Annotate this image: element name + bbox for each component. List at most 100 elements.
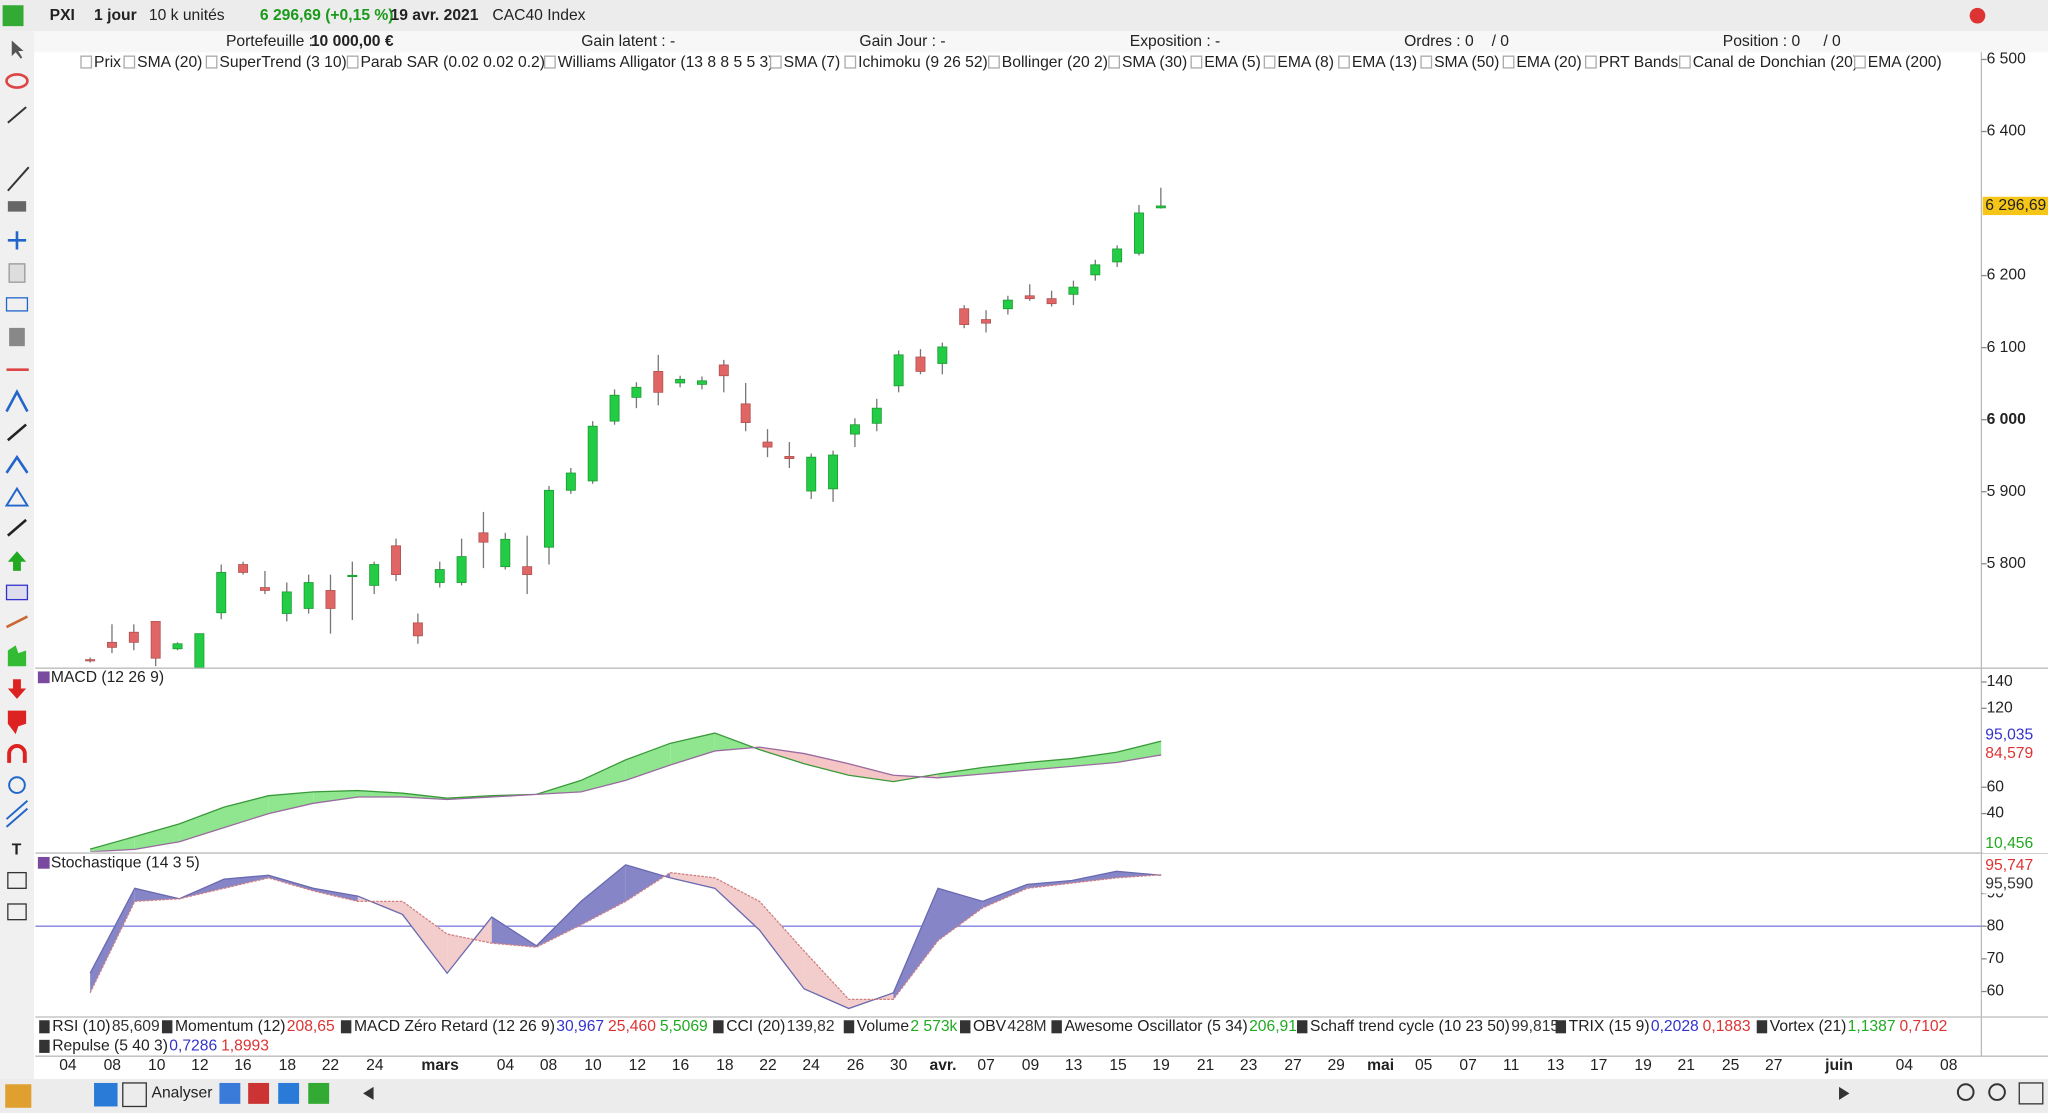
- layout[interactable]: [122, 1082, 147, 1108]
- fan-tool[interactable]: [5, 454, 29, 474]
- indicator-name[interactable]: SMA (30): [1122, 54, 1187, 71]
- indicator-checkbox[interactable]: [1854, 55, 1866, 69]
- scroll-right[interactable]: [1839, 1086, 1850, 1100]
- strip-name[interactable]: Momentum (12): [175, 1018, 285, 1035]
- tool[interactable]: [7, 201, 27, 212]
- indicator-checkbox[interactable]: [988, 55, 1000, 69]
- fit[interactable]: [2018, 1082, 2044, 1105]
- percent-tool[interactable]: [5, 584, 29, 601]
- indicator-checkbox[interactable]: [1584, 55, 1597, 69]
- indicator-name[interactable]: Williams Alligator (13 8 8 5 5 3): [558, 54, 774, 71]
- app-icon[interactable]: [2, 5, 24, 27]
- candle-body: [544, 489, 554, 548]
- pointer-tool[interactable]: [11, 40, 24, 59]
- strip-name[interactable]: TRIX (15 9): [1569, 1018, 1650, 1035]
- indicator-name[interactable]: SMA (20): [137, 54, 202, 71]
- delete-tool[interactable]: [9, 327, 25, 347]
- analyze-button[interactable]: Analyser: [152, 1085, 213, 1102]
- scroll-left[interactable]: [363, 1086, 374, 1100]
- tool-btn[interactable]: [308, 1082, 330, 1104]
- indicator-name[interactable]: Canal de Donchian (20): [1693, 54, 1858, 71]
- share[interactable]: [94, 1082, 118, 1107]
- indicator-name[interactable]: PRT Bands: [1599, 54, 1679, 71]
- pitchfork-tool[interactable]: [5, 800, 29, 828]
- indicator-checkbox[interactable]: [1679, 55, 1691, 69]
- indicator-name[interactable]: Prix: [94, 54, 121, 71]
- triangle-tool[interactable]: [4, 486, 30, 507]
- indicator-name[interactable]: EMA (8): [1277, 54, 1334, 71]
- text-tool[interactable]: T: [12, 842, 22, 859]
- strip-name[interactable]: Schaff trend cycle (10 23 50): [1310, 1018, 1510, 1035]
- strip-name[interactable]: OBV: [973, 1018, 1007, 1035]
- strip-name[interactable]: CCI (20): [726, 1018, 785, 1035]
- indicator-name[interactable]: EMA (13): [1352, 54, 1417, 71]
- copy-tool[interactable]: [8, 263, 26, 283]
- indicator-checkbox[interactable]: [205, 55, 218, 69]
- indicator-name[interactable]: Parab SAR (0.02 0.02 0.2): [360, 54, 545, 71]
- indicator-checkbox[interactable]: [1420, 55, 1433, 69]
- thumb-up[interactable]: [7, 645, 27, 667]
- zoom-in[interactable]: [1988, 1083, 2006, 1101]
- units[interactable]: 10 k unités: [149, 7, 225, 24]
- indicator-checkbox[interactable]: [123, 55, 136, 69]
- indicator-checkbox[interactable]: [1190, 55, 1203, 69]
- indicator-checkbox[interactable]: [543, 55, 556, 69]
- rotate-tool[interactable]: [8, 776, 26, 794]
- indicator-name[interactable]: EMA (5): [1204, 54, 1261, 71]
- buy-tool[interactable]: [7, 551, 27, 571]
- tool[interactable]: [7, 903, 27, 921]
- fib-tool[interactable]: [5, 389, 29, 413]
- strip-name[interactable]: Awesome Oscillator (5 34): [1064, 1018, 1247, 1035]
- ellipse-tool[interactable]: [5, 73, 29, 89]
- ordres-2: / 0: [1492, 33, 1510, 50]
- strip-name[interactable]: Repulse (5 40 3): [52, 1038, 168, 1055]
- candle-body: [347, 574, 358, 578]
- tool-btn[interactable]: [278, 1082, 300, 1104]
- indicator-line: [89, 864, 1162, 1010]
- move-tool[interactable]: [7, 231, 27, 250]
- indicator-name[interactable]: Ichimoku (9 26 52): [858, 54, 988, 71]
- tool-btn[interactable]: [248, 1082, 270, 1104]
- indicator-name[interactable]: EMA (200): [1868, 54, 1942, 71]
- line-tool[interactable]: [7, 166, 30, 192]
- refresh[interactable]: [1969, 7, 1986, 24]
- magnet-tool[interactable]: [7, 744, 27, 763]
- indicator-name[interactable]: SMA (50): [1434, 54, 1499, 71]
- strip-swatch: [340, 1020, 352, 1034]
- arrow-tool[interactable]: [6, 518, 27, 537]
- segment-tool[interactable]: [7, 106, 27, 124]
- strip-name[interactable]: Volume: [857, 1018, 910, 1035]
- symbol[interactable]: PXI: [50, 7, 75, 24]
- indicator-checkbox[interactable]: [80, 55, 93, 69]
- x-tick-label: 19: [1152, 1057, 1169, 1074]
- strip-name[interactable]: MACD Zéro Retard (12 26 9): [354, 1018, 555, 1035]
- strip-value: 0,7286: [169, 1038, 217, 1055]
- thumb-down[interactable]: [7, 710, 27, 735]
- indicator-checkbox[interactable]: [346, 55, 359, 69]
- tool-btn[interactable]: [219, 1082, 241, 1104]
- indicator-name[interactable]: Bollinger (20 2): [1002, 54, 1108, 71]
- indicator-checkbox[interactable]: [1108, 55, 1120, 69]
- indicator-checkbox[interactable]: [769, 55, 782, 69]
- candle-body: [369, 564, 380, 586]
- fill-band: [357, 790, 403, 797]
- tool[interactable]: [7, 871, 27, 889]
- indicator-checkbox[interactable]: [1263, 55, 1276, 69]
- app-menu[interactable]: [5, 1084, 32, 1108]
- strip-name[interactable]: Vortex (21): [1770, 1018, 1847, 1035]
- period[interactable]: 1 jour: [94, 7, 137, 24]
- indicator-name[interactable]: SMA (7): [784, 54, 841, 71]
- indicator-checkbox[interactable]: [844, 55, 857, 69]
- y-tick-label: 140: [1987, 673, 2013, 690]
- strip-name[interactable]: RSI (10): [52, 1018, 110, 1035]
- arrow-tool[interactable]: [6, 423, 27, 442]
- indicator-name[interactable]: SuperTrend (3 10): [219, 54, 346, 71]
- indicator-checkbox[interactable]: [1502, 55, 1515, 69]
- strip-value: 208,65: [287, 1018, 335, 1035]
- sell-tool[interactable]: [7, 679, 27, 699]
- indicator-checkbox[interactable]: [1338, 55, 1350, 69]
- rect-tool[interactable]: [5, 297, 29, 312]
- zoom-out[interactable]: [1956, 1083, 1975, 1101]
- channel-tool[interactable]: [5, 615, 29, 629]
- indicator-name[interactable]: EMA (20): [1516, 54, 1581, 71]
